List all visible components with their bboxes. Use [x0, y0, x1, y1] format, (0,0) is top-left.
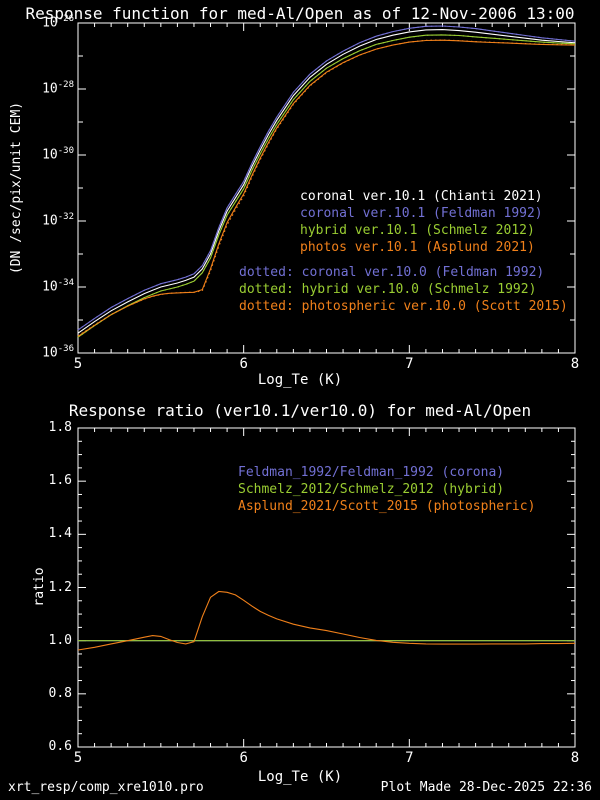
plot-frame — [77, 22, 576, 354]
chart1-plot-area — [77, 22, 576, 354]
y-tick-label: 0.6 — [48, 739, 72, 754]
y-tick-label: 10-26 — [42, 14, 74, 31]
chart2-title: Response ratio (ver10.1/ver10.0) for med… — [68, 401, 532, 420]
legend-entry-asplund-2021-scott-2015-photospheric: Asplund_2021/Scott_2015 (photospheric) — [238, 499, 536, 514]
y-tick-label: 1.8 — [48, 420, 72, 435]
plot-frame — [77, 427, 576, 748]
response-function-chart: Response function for med-Al/Open as of … — [9, 4, 580, 388]
chart2-legend: Feldman_1992/Feldman_1992 (corona) Schmel… — [238, 464, 535, 515]
series-line-asplund-2021-scott-2015-photospheric — [77, 590, 576, 651]
y-tick-label: 0.8 — [48, 685, 72, 701]
legend-entry-dotted-coronal-ver-10-0-feldman-1992: dotted: coronal ver.10.0 (Feldman 1992) — [239, 265, 545, 280]
footer-program-path: xrt_resp/comp_xre1010.pro — [8, 780, 204, 795]
legend-entry-dotted-hybrid-ver-10-0-schmelz-1992: dotted: hybrid ver.10.0 (Schmelz 1992) — [239, 282, 537, 297]
legend-entry-hybrid-ver-10-1-schmelz-2012: hybrid ver.10.1 (Schmelz 2012) — [300, 223, 535, 238]
legend-entry-photos-ver-10-1-asplund-2021: photos ver.10.1 (Asplund 2021) — [300, 240, 535, 255]
chart2-plot-area — [77, 427, 576, 748]
x-tick-label: 7 — [405, 750, 414, 766]
y-tick-label: 1.4 — [48, 526, 72, 542]
x-tick-label: 5 — [73, 356, 83, 372]
legend-entry-coronal-ver-10-1-chianti-2021: coronal ver.10.1 (Chianti 2021) — [300, 189, 543, 204]
x-tick-label: 8 — [570, 750, 580, 766]
x-tick-label: 5 — [73, 750, 83, 766]
y-tick-label: 1.6 — [48, 473, 72, 489]
x-tick-label: 6 — [239, 356, 248, 372]
legend-entry-dotted-photospheric-ver-10-0-scott-2015: dotted: photospheric ver.10.0 (Scott 201… — [239, 299, 568, 314]
x-tick-label: 8 — [570, 356, 580, 372]
x-tick-label: 7 — [405, 356, 414, 372]
response-ratio-chart: Response ratio (ver10.1/ver10.0) for med… — [0, 400, 600, 800]
footer-plot-made: Plot Made 28-Dec-2025 22:36 — [380, 780, 592, 795]
legend-entry-schmelz-2012-schmelz-2012-hybrid: Schmelz_2012/Schmelz_2012 (hybrid) — [238, 482, 505, 497]
y-tick-label: 1.0 — [48, 632, 72, 648]
chart1-legend-dotted: dotted: coronal ver.10.0 (Feldman 1992) d… — [239, 264, 568, 315]
y-tick-label: 10-34 — [42, 278, 74, 295]
chart1-x-axis-label: Log_Te (K) — [257, 372, 343, 388]
chart2-x-axis-label: Log_Te (K) — [257, 769, 343, 785]
series-line-photos-ver-10-1-asplund-2021 — [77, 39, 576, 337]
series-line-coronal-ver-10-1-feldman-1992 — [77, 25, 576, 331]
series-line-coronal-ver-10-1-chianti-2021 — [77, 29, 576, 334]
legend-entry-feldman-1992-feldman-1992-corona: Feldman_1992/Feldman_1992 (corona) — [238, 465, 505, 480]
series-line-hybrid-ver-10-1-schmelz-2012 — [77, 34, 576, 338]
y-tick-label: 10-32 — [42, 212, 74, 229]
chart1-legend-solid: coronal ver.10.1 (Chianti 2021) coronal v… — [300, 188, 543, 256]
y-tick-label: 10-30 — [42, 146, 74, 163]
y-tick-label: 10-36 — [42, 344, 74, 361]
legend-entry-coronal-ver-10-1-feldman-1992: coronal ver.10.1 (Feldman 1992) — [300, 206, 543, 221]
x-tick-label: 6 — [239, 750, 248, 766]
chart1-title: Response function for med-Al/Open as of … — [25, 4, 575, 23]
y-tick-label: 10-28 — [42, 80, 74, 97]
y-tick-label: 1.2 — [48, 579, 72, 595]
